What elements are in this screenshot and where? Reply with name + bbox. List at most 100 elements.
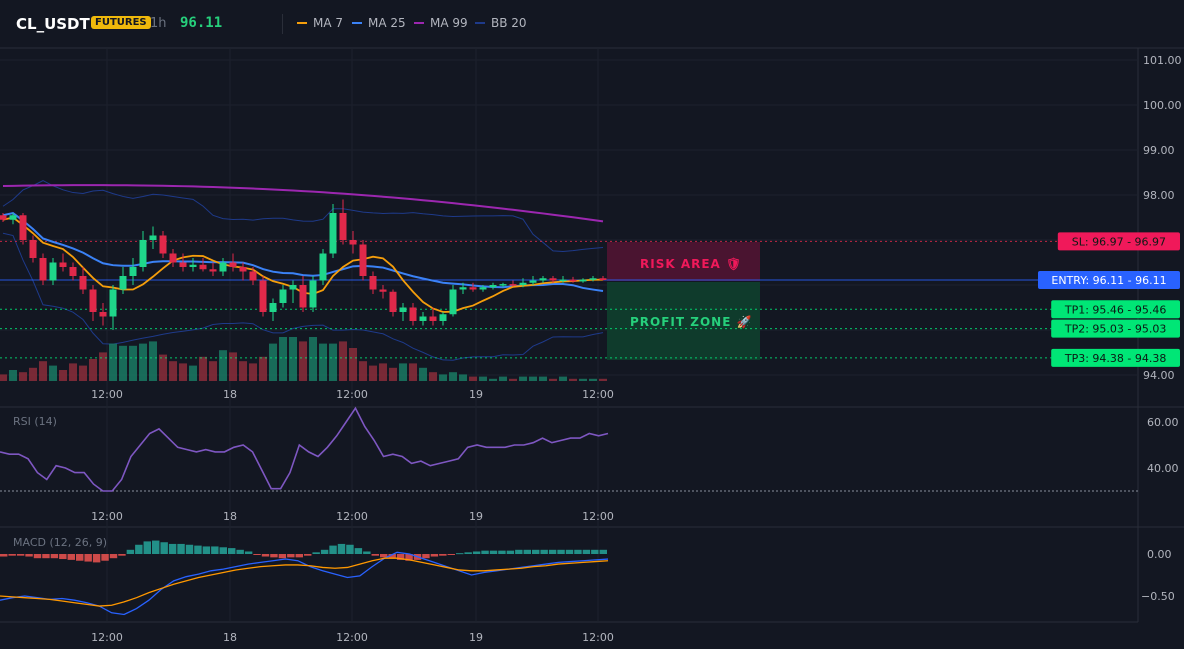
legend-bb20-label: BB 20 — [491, 16, 527, 30]
macd-hist-bar — [185, 544, 194, 554]
macd-hist-bar — [464, 552, 472, 554]
volume-bar — [379, 363, 387, 381]
time-label-macd: 18 — [223, 631, 237, 644]
volume-bar — [289, 337, 297, 381]
volume-bar — [309, 337, 317, 381]
legend-ma99[interactable]: MA 99 — [414, 16, 468, 30]
time-label-price: 12:00 — [336, 388, 368, 401]
candle-body — [449, 289, 457, 315]
volume-bar — [579, 378, 587, 381]
level-tag-tp3-label: TP3: 94.38 - 94.38 — [1064, 352, 1167, 365]
rsi-tick: 40.00 — [1147, 462, 1179, 475]
candle-body — [139, 240, 147, 267]
macd-hist-bar — [287, 554, 295, 558]
candle-body — [229, 262, 237, 267]
macd-hist-bar — [135, 544, 143, 554]
candle-body — [149, 235, 157, 240]
candle-body — [199, 264, 207, 270]
level-tag-sl-label: SL: 96.97 - 96.97 — [1072, 235, 1166, 248]
volume-bar — [479, 376, 487, 381]
macd-pane: 0.00 −0.50 — [0, 540, 1175, 616]
candle-body — [499, 284, 507, 286]
candle-body — [349, 240, 357, 245]
macd-tick: −0.50 — [1141, 590, 1175, 603]
macd-hist-bar — [33, 554, 42, 559]
candle-body — [259, 280, 267, 312]
macd-hist-bar — [16, 554, 25, 556]
legend-bb20[interactable]: BB 20 — [475, 16, 527, 30]
volume-bar — [109, 343, 117, 381]
macd-title: MACD (12, 26, 9) — [13, 536, 107, 549]
macd-hist-bar — [439, 554, 447, 556]
level-tag-tp1-label: TP1: 95.46 - 95.46 — [1064, 303, 1167, 316]
time-label-macd: 12:00 — [582, 631, 614, 644]
candle-body — [19, 215, 27, 240]
candle-body — [559, 279, 567, 282]
volume-bar — [79, 365, 87, 381]
candle-body — [309, 280, 317, 308]
legend-ma7[interactable]: MA 7 — [297, 16, 343, 30]
legend-ma25[interactable]: MA 25 — [352, 16, 406, 30]
volume-bar — [529, 376, 537, 381]
price-tick: 94.00 — [1143, 369, 1175, 382]
volume-bar — [0, 374, 7, 381]
candle-body — [429, 316, 437, 321]
time-axis: 12:00 12:00 12:00 18 18 18 12:00 12:00 12:00 19 19… — [91, 388, 614, 644]
symbol-name[interactable]: CL_USDT — [16, 15, 90, 33]
macd-hist-bar — [126, 549, 135, 554]
macd-hist-bar — [591, 549, 599, 554]
macd-hist-bar — [270, 554, 278, 558]
macd-hist-bar — [67, 554, 75, 560]
risk-area-label: RISK AREA 🛡 — [640, 257, 742, 271]
macd-hist-bar — [430, 554, 439, 557]
header-divider — [282, 14, 283, 34]
ma99-line — [2, 184, 604, 223]
macd-hist-bar — [160, 542, 168, 554]
macd-hist-bar — [498, 550, 506, 554]
volume-bar — [559, 376, 567, 381]
volume-bar — [359, 361, 367, 381]
volume-bar — [569, 378, 577, 381]
macd-hist-bar — [506, 550, 515, 554]
candle-body — [69, 267, 77, 276]
macd-hist-bar — [202, 546, 211, 554]
candle-body — [409, 307, 417, 321]
volume-bar — [189, 365, 197, 381]
bb-lower — [2, 232, 604, 361]
macd-hist-bar — [532, 549, 540, 554]
macd-hist-bar — [0, 554, 8, 557]
candle-body — [529, 280, 537, 283]
time-label-rsi: 12:00 — [582, 510, 614, 523]
rsi-pane: 60.00 40.00 — [0, 406, 1179, 492]
candle-body — [299, 285, 307, 308]
macd-hist-bar — [194, 545, 202, 554]
legend-ma99-label: MA 99 — [430, 16, 468, 30]
candles — [0, 199, 607, 330]
volume-bar — [59, 370, 67, 381]
macd-hist-bar — [329, 545, 337, 554]
macd-hist-bar — [337, 543, 346, 554]
ma99-swatch — [414, 22, 424, 24]
macd-hist-bar — [177, 543, 185, 554]
level-tag-entry — [1038, 271, 1180, 290]
volume-bar — [349, 348, 357, 381]
timeframe-label[interactable]: 1h — [150, 16, 167, 31]
macd-hist-bar — [42, 554, 50, 559]
macd-hist-bar — [565, 549, 574, 554]
profit-zone-label: PROFIT ZONE 🚀 — [630, 315, 753, 329]
candle-body — [569, 279, 577, 282]
volume-bar — [29, 367, 37, 381]
macd-tick: 0.00 — [1147, 548, 1172, 561]
macd-hist-bar — [244, 551, 253, 554]
volume-bar — [449, 372, 457, 381]
volume-bar — [69, 363, 77, 381]
volume-bar — [99, 352, 107, 381]
legend-ma25-label: MA 25 — [368, 16, 406, 30]
time-label-rsi: 18 — [223, 510, 237, 523]
level-tag-tp3 — [1051, 348, 1180, 367]
volume-bar — [499, 376, 507, 381]
price-tick: 99.00 — [1143, 144, 1175, 157]
volume-bar — [399, 363, 407, 381]
volume-bar — [9, 370, 17, 381]
